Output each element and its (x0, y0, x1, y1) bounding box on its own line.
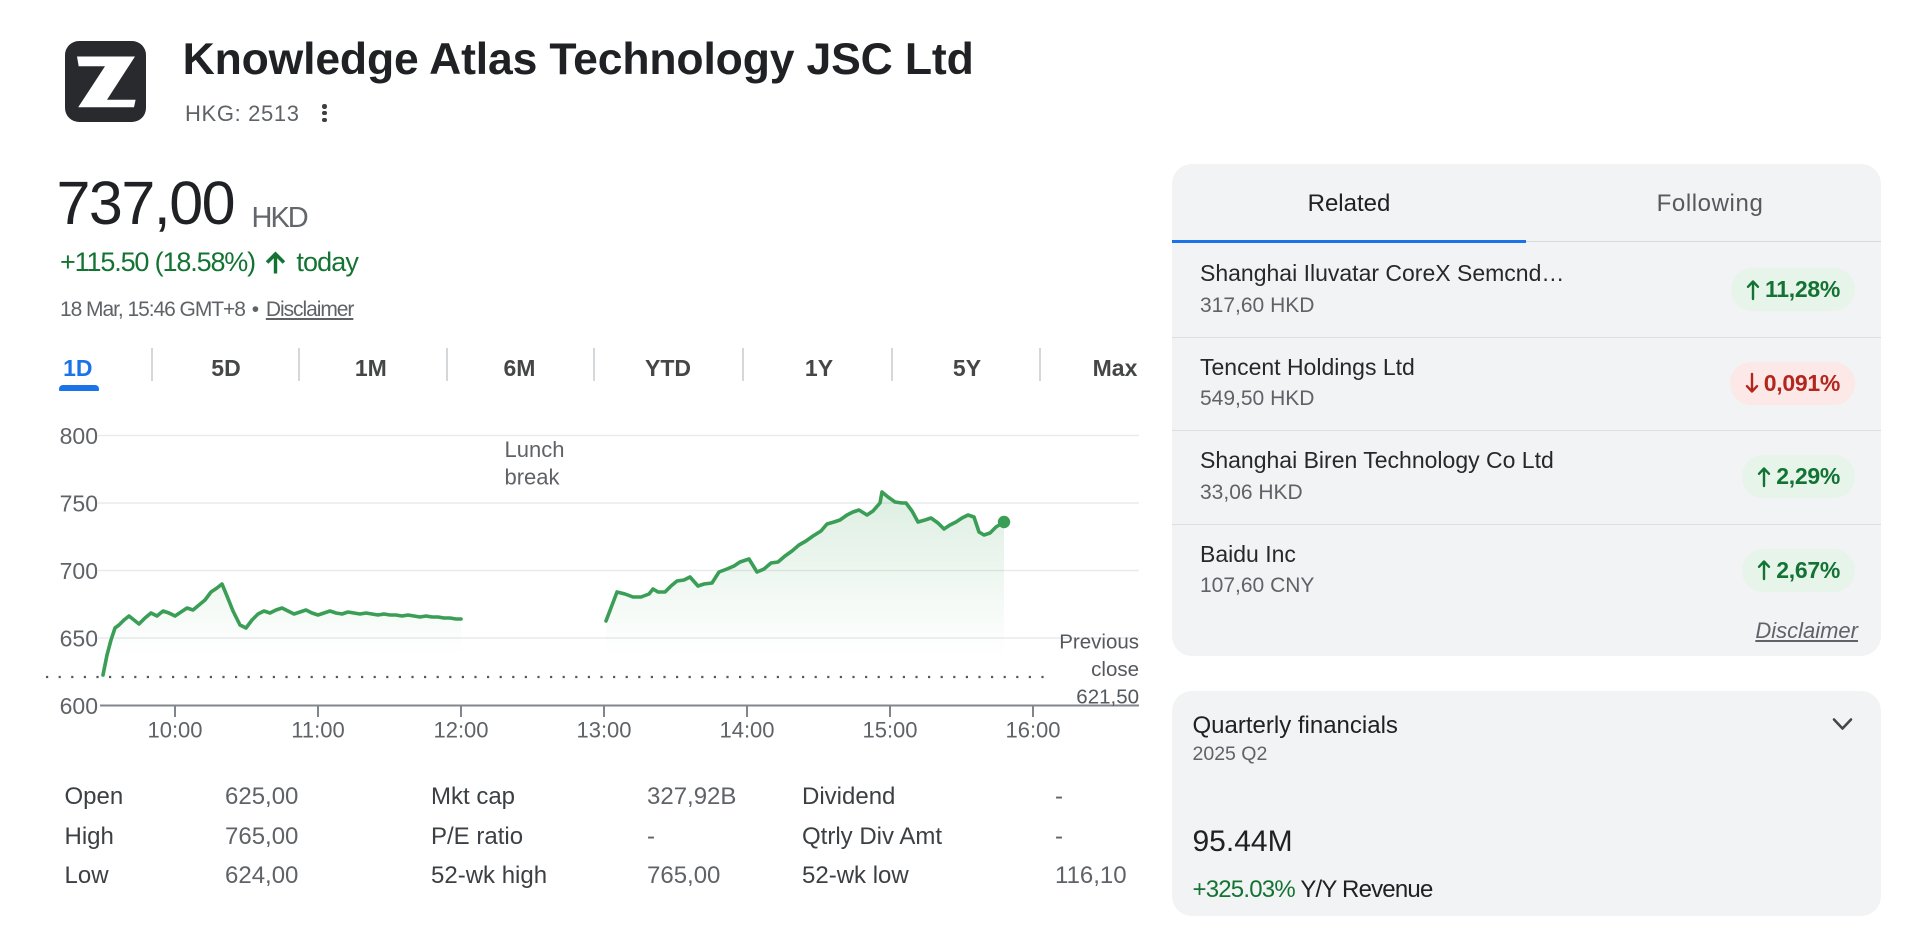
svg-text:15:00: 15:00 (862, 718, 917, 743)
svg-text:750: 750 (60, 490, 98, 516)
svg-text:12:00: 12:00 (433, 718, 488, 743)
svg-text:800: 800 (60, 423, 98, 449)
svg-text:Lunch: Lunch (505, 437, 565, 462)
svg-text:13:00: 13:00 (576, 718, 631, 743)
svg-text:Previous: Previous (1059, 631, 1139, 654)
svg-text:600: 600 (60, 693, 98, 719)
svg-text:14:00: 14:00 (719, 718, 774, 743)
svg-text:621,50: 621,50 (1076, 686, 1139, 709)
svg-text:11:00: 11:00 (291, 718, 344, 743)
svg-text:10:00: 10:00 (147, 718, 202, 743)
svg-text:break: break (505, 465, 561, 490)
svg-text:650: 650 (60, 625, 98, 651)
svg-text:700: 700 (60, 558, 98, 584)
svg-text:close: close (1091, 658, 1139, 681)
svg-text:16:00: 16:00 (1005, 718, 1060, 743)
